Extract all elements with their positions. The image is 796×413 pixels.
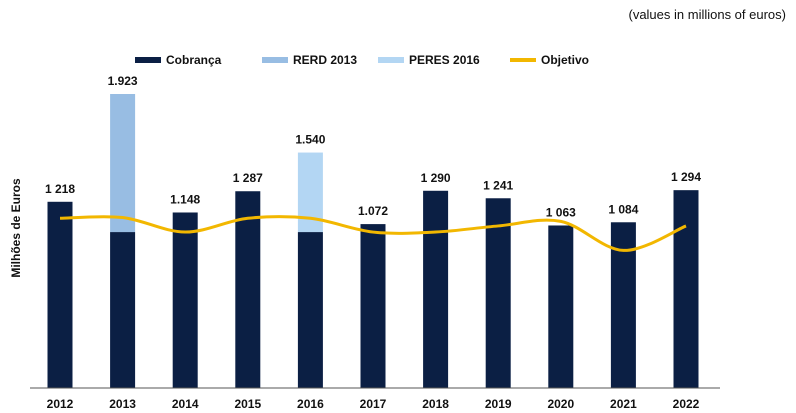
bar-cobran-a-2020	[548, 225, 574, 388]
x-tick-2016: 2016	[297, 397, 324, 411]
data-label-2020: 1 063	[546, 205, 576, 219]
bar-cobran-a-2022	[673, 190, 699, 388]
data-label-2016: 1.540	[295, 133, 325, 147]
objetivo-line	[59, 215, 687, 252]
x-tick-2022: 2022	[673, 397, 700, 411]
data-label-2021: 1 084	[608, 202, 638, 216]
legend-label-peres-2016: PERES 2016	[409, 53, 480, 67]
bar-cobran-a-2012	[47, 201, 73, 388]
data-label-2019: 1 241	[483, 178, 513, 192]
y-axis-label: Milhões de Euros	[9, 178, 23, 278]
data-label-2012: 1 218	[45, 182, 75, 196]
x-tick-2019: 2019	[485, 397, 512, 411]
data-label-2022: 1 294	[671, 170, 701, 184]
objective-line-group	[59, 215, 687, 252]
data-labels-group: 1 218 1.923 1.148 1 287 1.540 1.072 1 290 1 241…	[45, 74, 701, 219]
legend-swatch-cobran-a	[135, 57, 161, 63]
bar-cobran-a-2018	[423, 190, 449, 388]
legend-label-rerd-2013: RERD 2013	[293, 53, 357, 67]
legend-label-objetivo: Objetivo	[541, 53, 589, 67]
bar-cobran-a-2021	[610, 222, 636, 388]
bar-cobran-a-2019	[485, 198, 511, 388]
x-tick-labels: 2012 2013 2014 2015 2016 2017 2018 2019 2020 2021…	[47, 397, 700, 411]
chart-legend: Cobrança RERD 2013 PERES 2016 Objetivo	[135, 53, 589, 67]
bar-cobran-a-2015	[235, 191, 261, 388]
legend-swatch-rerd-2013	[262, 57, 288, 63]
units-note: (values in millions of euros)	[628, 7, 786, 22]
x-tick-2017: 2017	[360, 397, 387, 411]
x-tick-2021: 2021	[610, 397, 637, 411]
bar-cobran-a-2016	[297, 232, 323, 388]
data-label-2018: 1 290	[421, 171, 451, 185]
legend-label-cobran-a: Cobrança	[166, 53, 222, 67]
bar-cobran-a-2017	[360, 224, 386, 388]
data-label-2017: 1.072	[358, 204, 388, 218]
x-tick-2018: 2018	[422, 397, 449, 411]
bar-rerd-2013-2013	[110, 94, 136, 233]
x-tick-2015: 2015	[234, 397, 261, 411]
x-tick-2012: 2012	[47, 397, 74, 411]
x-tick-2020: 2020	[547, 397, 574, 411]
x-tick-2014: 2014	[172, 397, 199, 411]
data-label-2013: 1.923	[108, 74, 138, 88]
data-label-2015: 1 287	[233, 171, 263, 185]
bar-cobran-a-2013	[110, 232, 136, 388]
data-label-2014: 1.148	[170, 192, 200, 206]
x-tick-2013: 2013	[109, 397, 136, 411]
bar-cobran-a-2014	[172, 212, 198, 388]
legend-swatch-peres-2016	[378, 57, 404, 63]
